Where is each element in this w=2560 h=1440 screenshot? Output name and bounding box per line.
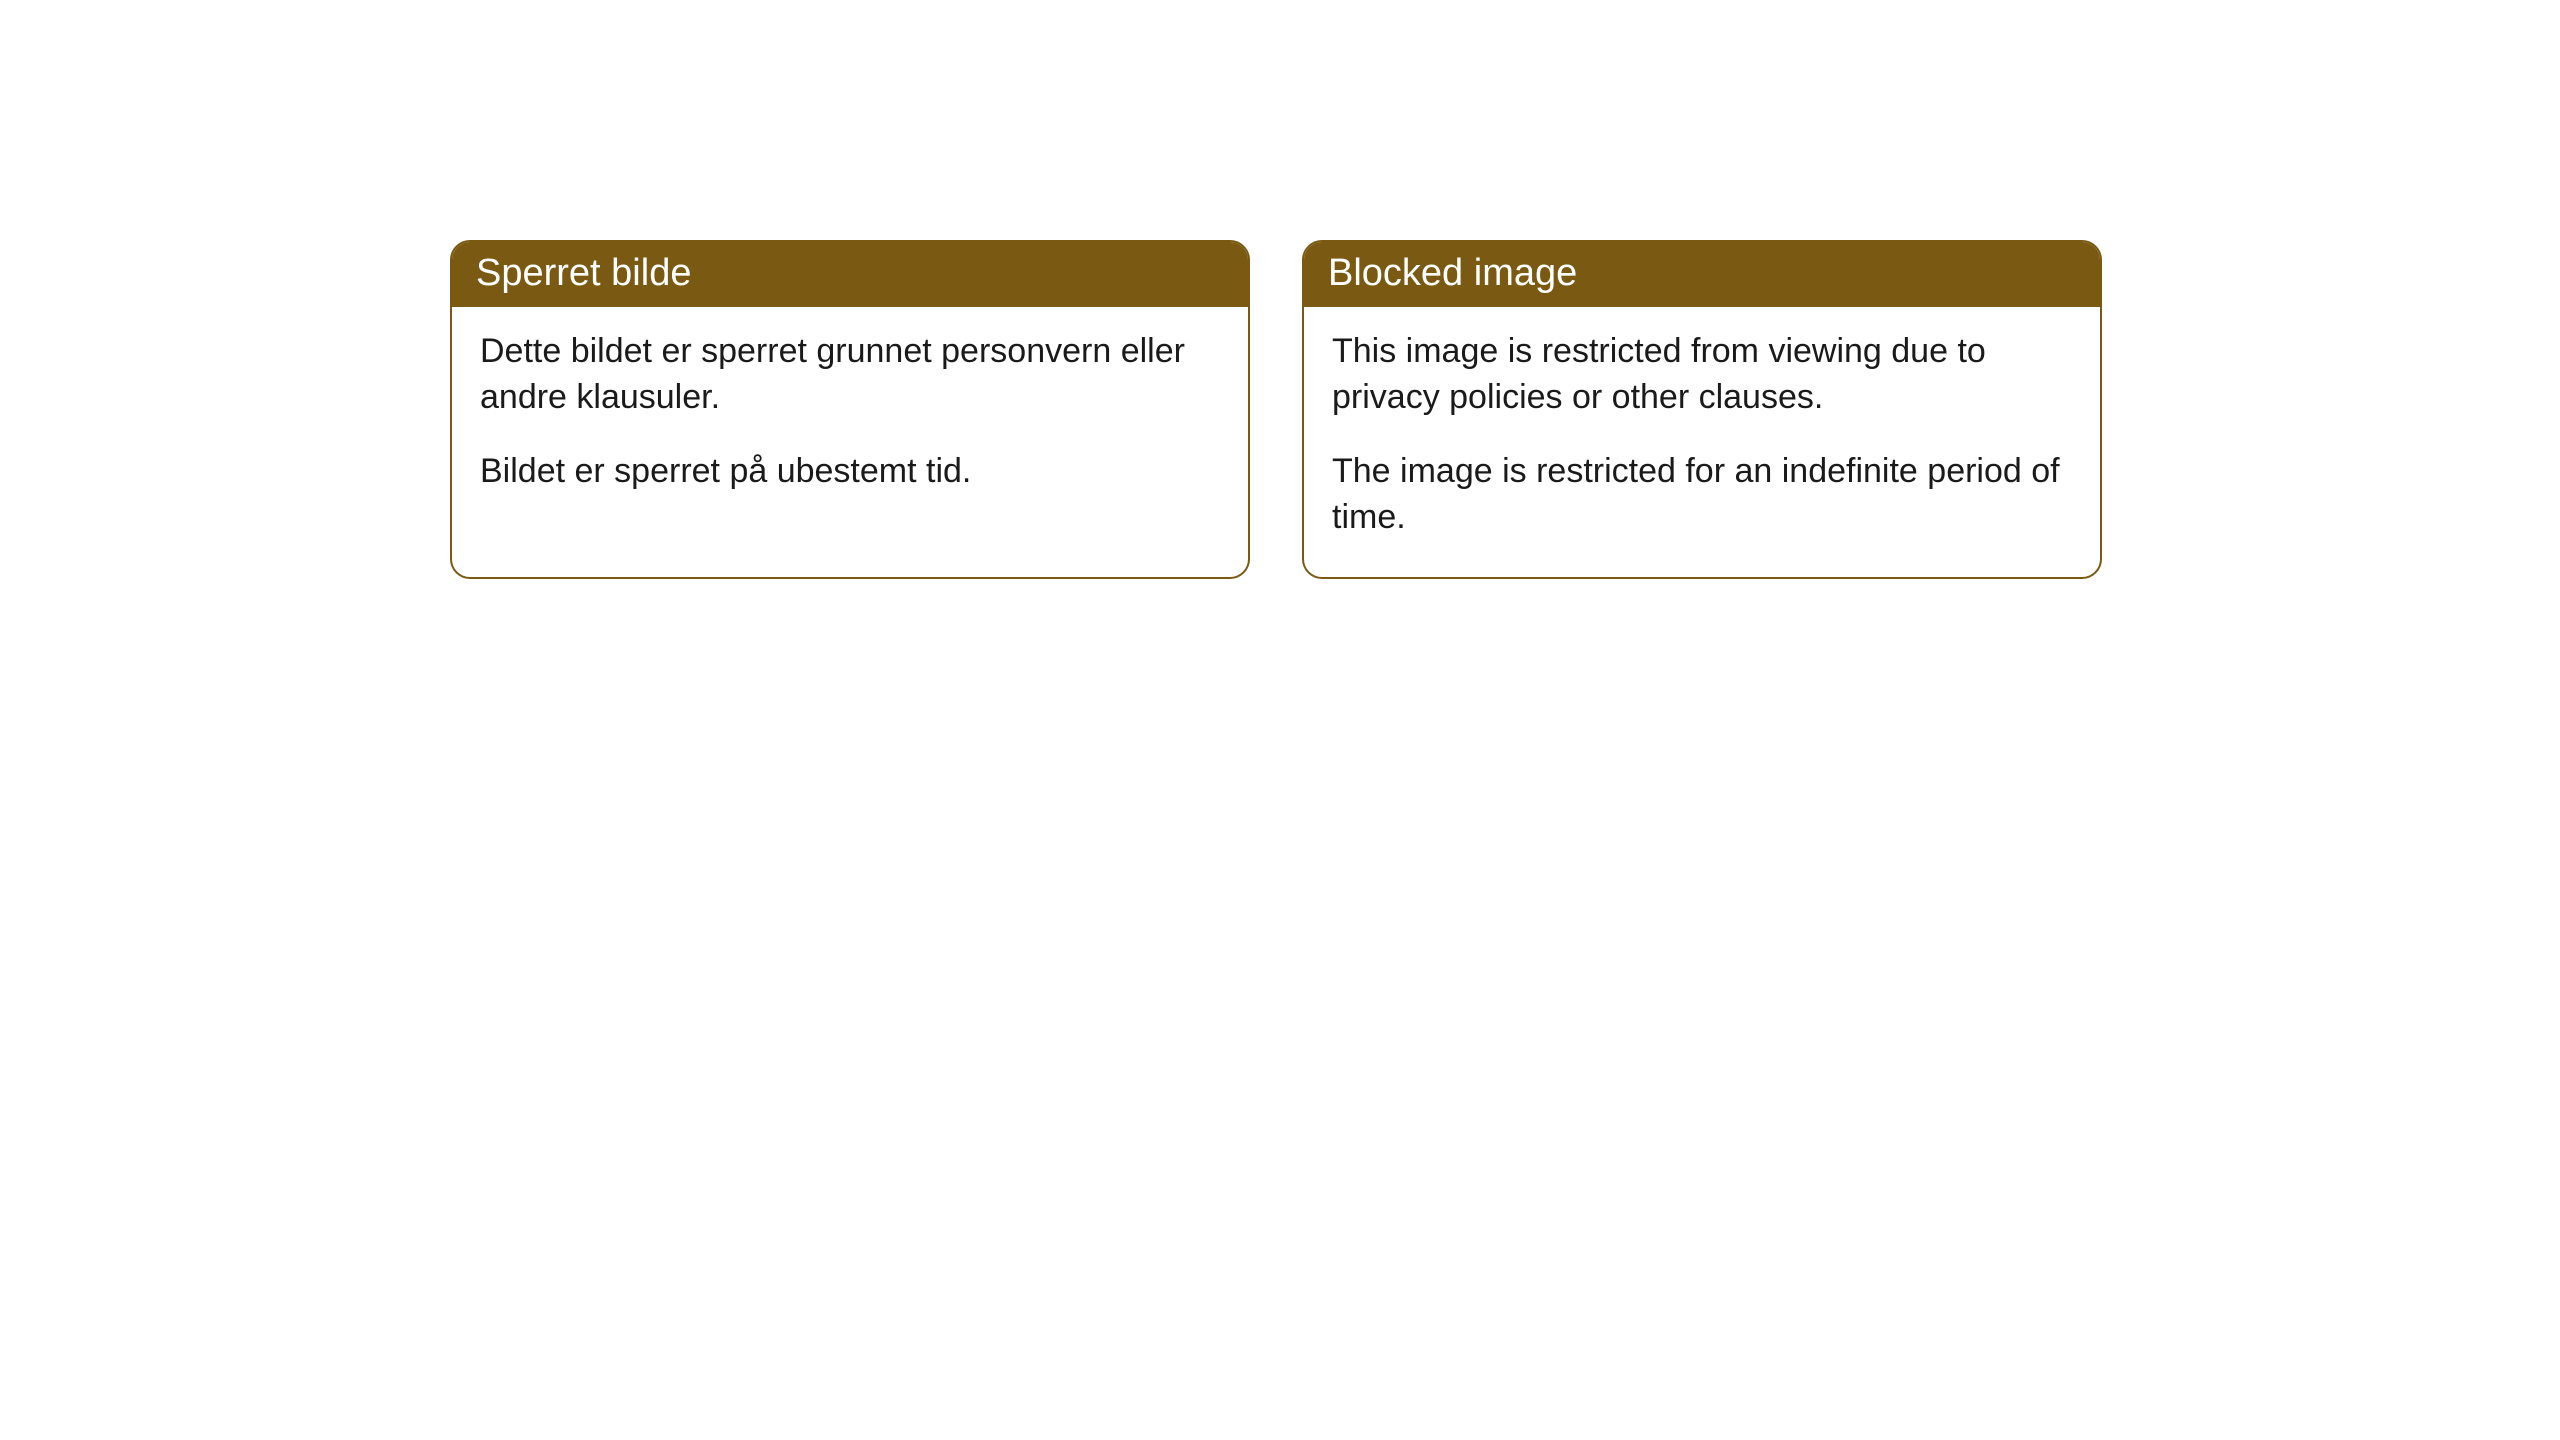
card-text-norwegian-1: Dette bildet er sperret grunnet personve…: [480, 329, 1220, 421]
card-body-norwegian: Dette bildet er sperret grunnet personve…: [452, 307, 1248, 531]
card-english: Blocked image This image is restricted f…: [1302, 240, 2102, 579]
card-norwegian: Sperret bilde Dette bildet er sperret gr…: [450, 240, 1250, 579]
card-header-english: Blocked image: [1304, 242, 2100, 307]
card-text-norwegian-2: Bildet er sperret på ubestemt tid.: [480, 449, 1220, 495]
card-text-english-2: The image is restricted for an indefinit…: [1332, 449, 2072, 541]
cards-container: Sperret bilde Dette bildet er sperret gr…: [0, 0, 2560, 579]
card-header-norwegian: Sperret bilde: [452, 242, 1248, 307]
card-text-english-1: This image is restricted from viewing du…: [1332, 329, 2072, 421]
card-body-english: This image is restricted from viewing du…: [1304, 307, 2100, 577]
